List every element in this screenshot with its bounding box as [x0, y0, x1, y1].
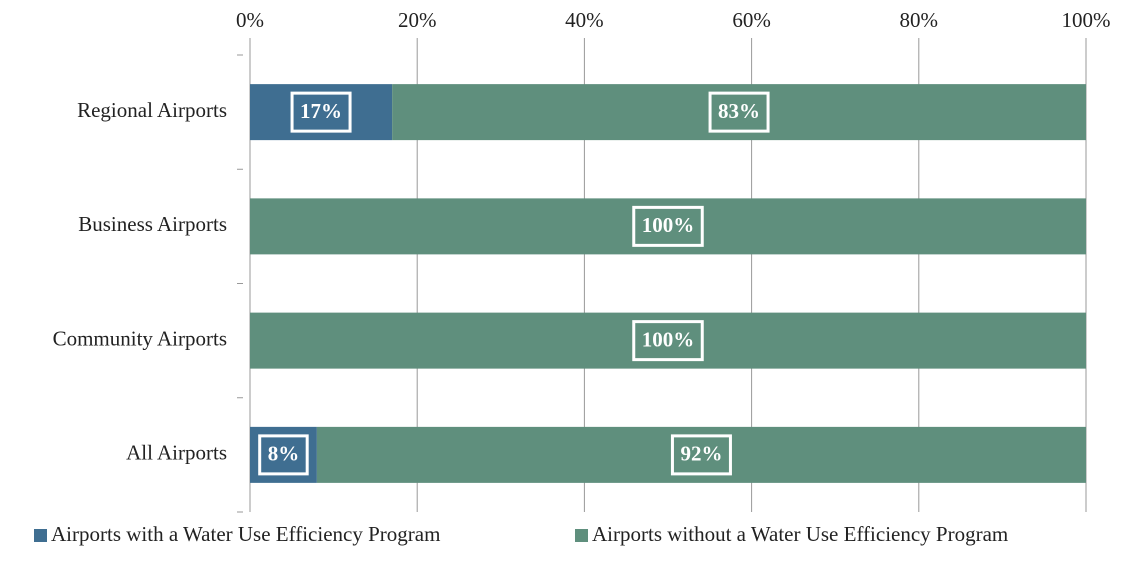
data-label: 100% — [642, 213, 695, 237]
data-label: 8% — [268, 442, 300, 466]
y-tick-label: Community Airports — [53, 326, 227, 350]
data-label-box — [670, 434, 732, 476]
x-tick-label: 60% — [732, 8, 771, 32]
legend-swatch — [34, 529, 47, 542]
data-label-box — [632, 205, 704, 247]
x-tick-label: 100% — [1062, 8, 1111, 32]
y-tick-label: All Airports — [126, 441, 227, 465]
data-label: 83% — [718, 99, 760, 123]
x-tick-label: 40% — [565, 8, 604, 32]
x-tick-label: 80% — [900, 8, 939, 32]
data-label-box — [708, 91, 770, 133]
data-label-box — [290, 91, 352, 133]
data-label: 17% — [300, 99, 342, 123]
legend-label: Airports with a Water Use Efficiency Pro… — [51, 522, 440, 546]
data-label-box — [632, 320, 704, 362]
y-tick-label: Regional Airports — [77, 98, 227, 122]
data-label: 100% — [642, 327, 695, 351]
data-label: 92% — [680, 442, 722, 466]
x-tick-label: 20% — [398, 8, 437, 32]
y-tick-label: Business Airports — [78, 212, 227, 236]
x-tick-label: 0% — [236, 8, 264, 32]
data-label-box — [258, 434, 309, 476]
legend-swatch — [575, 529, 588, 542]
legend-label: Airports without a Water Use Efficiency … — [592, 522, 1008, 546]
